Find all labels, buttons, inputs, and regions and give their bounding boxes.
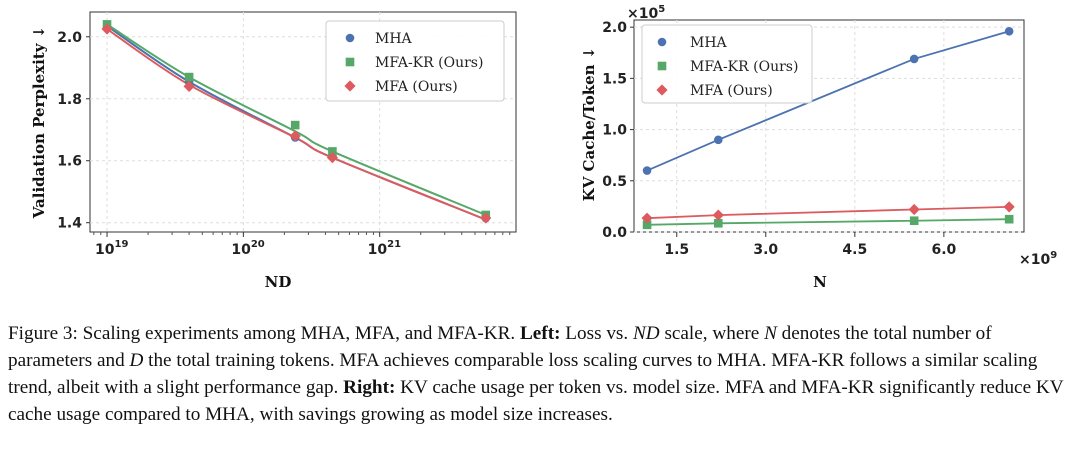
- right-y-tick-label: 1.0: [602, 123, 627, 139]
- right-line-mfa-kr-ours: [647, 218, 1010, 226]
- right-point-mfa-ours: [1003, 201, 1015, 213]
- left-legend: MHA MFA-KR (Ours) MFA (Ours): [325, 20, 505, 102]
- caption-sentence: Scaling experiments among MHA, MFA, and …: [82, 323, 516, 344]
- caption-right-label: Right:: [343, 377, 396, 398]
- right-y-tick-label: 1.5: [602, 71, 627, 87]
- right-legend-box: [641, 24, 813, 104]
- right-point-mfa-kr-ours: [642, 220, 652, 230]
- right-y-tick-label: 2.0: [602, 20, 627, 36]
- right-legend: MHA MFA-KR (Ours) MFA (Ours): [641, 24, 813, 104]
- right-point-mha: [642, 166, 652, 175]
- left-x-tick-label: 1019: [95, 239, 128, 258]
- right-point-mha: [1004, 26, 1014, 36]
- right-x-multiplier: ×109: [1019, 250, 1057, 268]
- left-y-tick-label: 1.8: [57, 92, 82, 108]
- figure-canvas: 1.4 1.6 1.8 2.0 1019 1020 1021 ND Validation …: [30, 4, 1057, 291]
- right-markers: [641, 26, 1015, 230]
- right-chart: 0.0 0.5 1.0 1.5 2.0 1.5 3.0 4.5 6.0 ×105 ×109 N…: [580, 4, 1057, 291]
- left-point-mfa-ours: [480, 212, 492, 224]
- caption-math-n: N: [764, 323, 777, 344]
- right-point-mfa-ours: [712, 209, 724, 221]
- caption-math-nd: ND: [632, 323, 660, 344]
- right-point-mfa-kr-ours: [713, 218, 723, 228]
- left-markers: [101, 20, 492, 224]
- left-point-mfa-ours: [101, 23, 113, 35]
- right-series-lines: [646, 30, 1010, 226]
- caption-left-text-b: scale, where: [664, 323, 760, 344]
- left-x-tick-label: 1020: [231, 239, 264, 258]
- right-x-tick-label: 6.0: [931, 242, 956, 258]
- left-y-tick-label: 1.4: [57, 216, 82, 232]
- right-y-multiplier: ×105: [627, 4, 665, 22]
- right-line-mfa-ours: [647, 206, 1010, 220]
- right-point-mfa-kr-ours: [1004, 214, 1014, 224]
- right-x-axis-label: N: [813, 273, 827, 291]
- right-y-axis-label: KV Cache/Token ↓: [580, 47, 598, 202]
- left-point-mfa-ours: [326, 152, 339, 164]
- left-point-mfa-kr-ours: [184, 72, 194, 82]
- right-y-tick-label: 0.5: [602, 174, 627, 190]
- right-y-tick-label: 0.0: [602, 225, 627, 241]
- left-legend-marker-mfa-kr-ours: [345, 57, 355, 67]
- right-y-ticks: 0.0 0.5 1.0 1.5 2.0: [602, 20, 634, 241]
- left-y-axis-label: Validation Perplexity ↓: [30, 26, 48, 219]
- left-x-ticks: 1019 1020 1021: [93, 232, 511, 258]
- left-x-axis-label: ND: [265, 273, 292, 291]
- left-point-mfa-ours: [289, 130, 301, 142]
- right-legend-label-mfa-kr-ours: MFA-KR (Ours): [690, 59, 798, 75]
- right-x-ticks: 1.5 3.0 4.5 6.0: [664, 232, 957, 258]
- right-line-mha: [646, 30, 1010, 172]
- caption-left-text-d: the total training tokens. MFA achieves …: [8, 350, 1038, 398]
- right-point-mha: [909, 54, 919, 64]
- right-legend-marker-mfa-ours: [656, 84, 668, 96]
- right-legend-label-mha: MHA: [690, 35, 728, 51]
- right-point-mfa-ours: [641, 212, 653, 224]
- left-point-mfa-ours: [183, 80, 195, 92]
- right-x-tick-label: 1.5: [664, 242, 689, 258]
- left-legend-marker-mfa-ours: [344, 80, 356, 92]
- right-legend-label-mfa-ours: MFA (Ours): [690, 83, 773, 99]
- caption-math-d: D: [129, 350, 144, 371]
- right-point-mha: [713, 135, 723, 145]
- right-legend-marker-mfa-kr-ours: [657, 61, 667, 71]
- left-legend-label-mfa-kr-ours: MFA-KR (Ours): [375, 55, 483, 71]
- left-point-mfa-kr-ours: [290, 120, 300, 130]
- caption-right-text: KV cache usage per token vs. model size.…: [8, 377, 1064, 425]
- left-point-mfa-kr-ours: [328, 147, 337, 156]
- left-x-tick-label: 1021: [368, 239, 401, 258]
- left-legend-box: [325, 20, 505, 102]
- left-legend-marker-mha: [345, 33, 355, 43]
- caption-left-text-a: Loss vs.: [565, 323, 629, 344]
- caption-left-label: Left:: [520, 323, 561, 344]
- left-y-ticks: 1.4 1.6 1.8 2.0: [57, 30, 90, 232]
- left-legend-label-mfa-ours: MFA (Ours): [375, 79, 458, 95]
- right-point-mfa-ours: [908, 203, 920, 216]
- left-legend-label-mha: MHA: [375, 31, 413, 47]
- left-y-tick-label: 2.0: [57, 30, 82, 46]
- right-gridlines: [634, 20, 1024, 233]
- right-x-tick-label: 3.0: [753, 242, 778, 258]
- left-chart: 1.4 1.6 1.8 2.0 1019 1020 1021 ND Validation …: [30, 11, 517, 291]
- right-point-mfa-kr-ours: [909, 216, 919, 226]
- figure-caption: Figure 3: Scaling experiments among MHA,…: [8, 320, 1074, 428]
- left-y-tick-label: 1.6: [57, 154, 82, 170]
- caption-figure-label: Figure 3:: [8, 323, 78, 344]
- right-x-tick-label: 4.5: [842, 242, 867, 258]
- caption-left-text-c: denotes the total number of parameters a…: [8, 323, 992, 371]
- right-legend-marker-mha: [657, 37, 667, 47]
